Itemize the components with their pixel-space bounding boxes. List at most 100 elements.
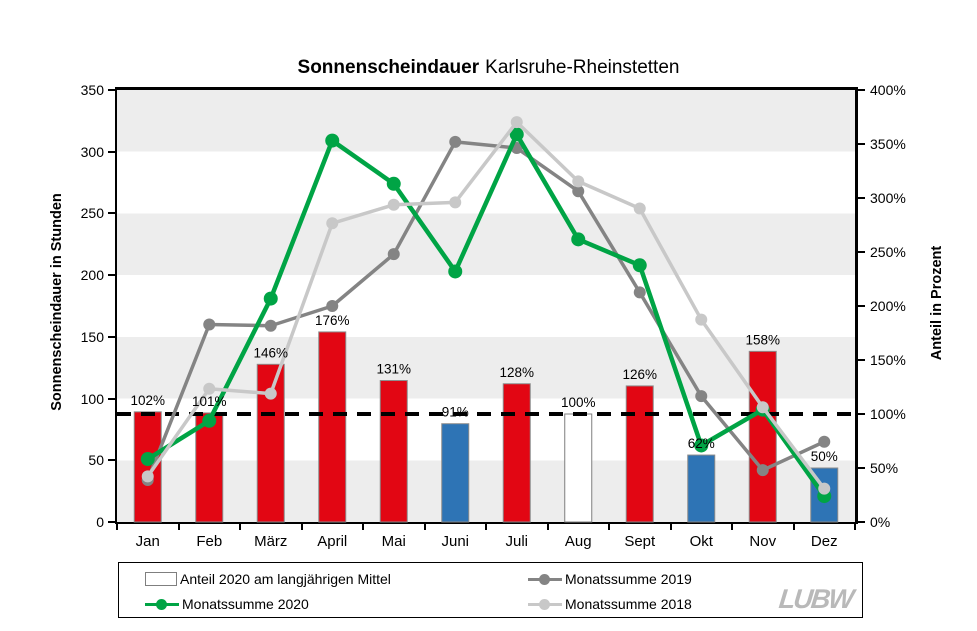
bar-value-label-juni: 91%: [442, 405, 469, 420]
data-point-2019-sept: [633, 286, 646, 299]
right-tick-mark: [858, 143, 865, 145]
data-point-2018-april: [326, 217, 339, 230]
right-axis-tick-label: 400%: [870, 82, 906, 98]
plot-area: 102% 101% 146% 176% 131% 91% 128% 100% 126% 62% 15…: [115, 87, 858, 524]
data-point-2019-aug: [572, 185, 585, 198]
right-tick-mark: [858, 89, 865, 91]
data-point-2020-jan: [140, 452, 155, 467]
data-point-2020-juni: [448, 264, 463, 279]
x-tick-mark: [731, 524, 733, 530]
data-point-2019-okt: [695, 390, 708, 403]
data-point-2019-dez: [818, 435, 831, 448]
data-point-2018-juli: [510, 116, 523, 129]
data-point-2018-jan: [141, 470, 154, 483]
chart-title: Sonnenscheindauer Karlsruhe-Rheinstetten: [0, 57, 977, 79]
plot-svg: 102% 101% 146% 176% 131% 91% 128% 100% 126% 62% 15…: [117, 116, 855, 523]
bar-value-label-okt: 62%: [688, 436, 715, 451]
month-label-april: April: [317, 533, 348, 550]
right-axis-tick-label: 0%: [870, 514, 891, 530]
bar-mai: [379, 380, 408, 523]
x-tick-mark: [485, 524, 487, 530]
data-point-2018-mai: [387, 198, 400, 211]
x-tick-mark: [608, 524, 610, 530]
bar-value-label-märz: 146%: [253, 345, 288, 360]
line-monatssumme-2018: [146, 120, 826, 490]
data-point-2018-sept: [633, 202, 646, 215]
bar-aug: [564, 413, 593, 523]
x-tick-mark: [546, 524, 549, 530]
bar-value-label-feb: 101%: [192, 394, 227, 409]
bar-nov: [748, 350, 777, 523]
left-axis-tick-label: 150: [80, 328, 104, 345]
month-label-juni: Juni: [441, 533, 470, 550]
right-axis-tick-label: 350%: [870, 136, 906, 152]
month-label-märz: März: [254, 533, 288, 550]
x-tick-mark: [669, 524, 672, 530]
data-point-2020-aug: [571, 232, 586, 247]
right-tick-mark: [858, 251, 865, 253]
bar-juni: [441, 423, 470, 523]
bar-value-label-mai: 131%: [376, 362, 411, 377]
x-tick-mark: [177, 524, 180, 530]
bar-value-label-sept: 126%: [622, 367, 657, 382]
left-axis-tick-label: 50: [88, 452, 104, 469]
month-label-sept: Sept: [624, 533, 656, 550]
left-tick-mark: [108, 89, 115, 91]
data-point-2020-juli: [509, 127, 524, 142]
x-tick-mark: [300, 524, 303, 530]
chart-title-location: Karlsruhe-Rheinstetten: [485, 57, 680, 78]
right-axis-tick-label: 50%: [870, 460, 899, 476]
month-label-nov: Nov: [749, 533, 777, 550]
lubw-logo: LUBW: [777, 584, 854, 614]
left-tick-mark: [108, 274, 115, 277]
data-point-2019-mai: [387, 248, 400, 261]
right-tick-mark: [858, 305, 865, 307]
left-axis-tick-label: 250: [80, 205, 104, 222]
data-point-2018-aug: [572, 175, 585, 188]
data-point-2018-okt: [695, 313, 708, 326]
left-axis-tick-label: 0: [96, 514, 104, 530]
legend-swatch-line: [528, 572, 562, 586]
legend-dot: [539, 573, 550, 585]
left-tick-mark: [108, 150, 115, 153]
data-point-2020-märz: [263, 291, 278, 306]
month-label-jan: Jan: [135, 533, 160, 550]
x-tick-mark: [854, 524, 856, 530]
data-point-2020-april: [325, 133, 340, 148]
bar-value-label-juli: 128%: [499, 365, 534, 380]
data-point-2020-feb: [202, 413, 217, 428]
left-tick-mark: [108, 397, 115, 400]
right-tick-mark: [858, 467, 865, 469]
x-tick-mark: [239, 524, 241, 530]
bar-feb: [195, 412, 224, 523]
data-point-2019-märz: [264, 319, 277, 332]
legend-item-monatssumme-2018: Monatssumme 2018: [528, 595, 692, 613]
right-axis-tick-label: 100%: [870, 406, 906, 422]
month-label-okt: Okt: [689, 533, 713, 550]
legend-label: Monatssumme 2020: [182, 596, 309, 612]
line-monatssumme-2020: [146, 132, 827, 498]
right-tick-mark: [858, 521, 865, 523]
legend-swatch-line: [145, 597, 179, 611]
right-axis-title: Anteil in Prozent: [929, 245, 945, 361]
right-tick-mark: [858, 413, 865, 415]
data-point-2020-okt: [694, 438, 709, 453]
data-point-2019-feb: [203, 318, 216, 331]
bar-okt: [687, 454, 716, 523]
legend-label: Monatssumme 2018: [565, 596, 692, 612]
bar-jan: [133, 411, 162, 523]
bar-april: [318, 331, 347, 523]
legend-dot: [156, 598, 167, 610]
data-point-2018-märz: [264, 387, 277, 400]
left-axis-tick-label: 350: [80, 82, 104, 98]
month-label-dez: Dez: [810, 533, 838, 550]
bar-value-label-nov: 158%: [745, 332, 780, 347]
x-tick-mark: [116, 524, 118, 530]
legend-item-monatssumme-2019: Monatssumme 2019: [528, 570, 692, 588]
legend-item-anteil-2020-am-langjährigen-mittel: Anteil 2020 am langjährigen Mittel: [145, 570, 391, 588]
right-axis-tick-label: 300%: [870, 190, 906, 206]
bar-sept: [625, 385, 654, 523]
right-tick-mark: [858, 359, 865, 361]
legend-dot: [539, 598, 550, 610]
